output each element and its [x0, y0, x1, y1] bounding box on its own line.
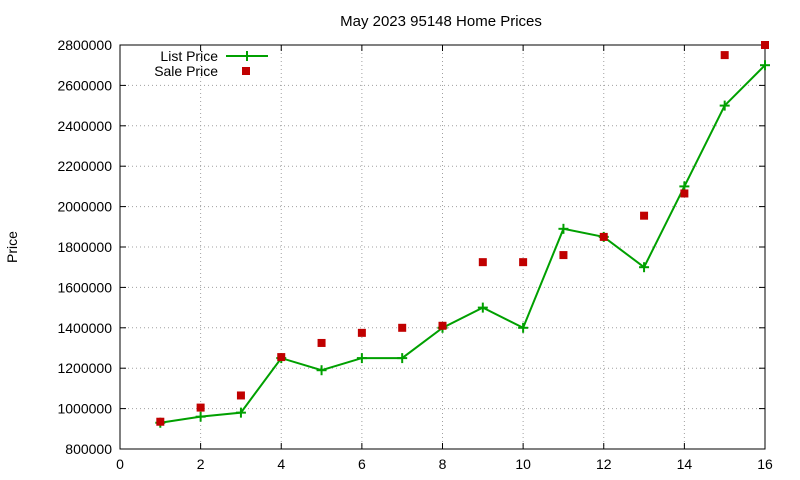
- x-tick-label: 16: [757, 456, 773, 472]
- sale-price-point: [559, 251, 568, 260]
- x-tick-label: 2: [197, 456, 205, 472]
- grid: [120, 45, 765, 449]
- legend-sale-price-marker: [242, 67, 250, 75]
- legend-sale-price-label: Sale Price: [154, 63, 218, 79]
- list-price-point: [195, 411, 206, 422]
- list-price-point: [518, 322, 529, 333]
- sale-price-point: [196, 403, 205, 412]
- y-tick-label: 1800000: [57, 239, 112, 255]
- list-price-point: [356, 353, 367, 364]
- sale-price-point: [156, 417, 165, 426]
- sale-price-point: [357, 328, 366, 337]
- legend-list-price-marker: [242, 51, 252, 61]
- list-price-point: [477, 302, 488, 313]
- list-price-point: [316, 365, 327, 376]
- x-tick-label: 0: [116, 456, 124, 472]
- y-tick-label: 1400000: [57, 320, 112, 336]
- sale-price-point: [599, 232, 608, 241]
- legend-list-price-label: List Price: [160, 48, 218, 64]
- x-tick-label: 6: [358, 456, 366, 472]
- list-price-point: [558, 223, 569, 234]
- y-tick-label: 1200000: [57, 360, 112, 376]
- list-price-point: [235, 407, 246, 418]
- sale-price-point: [277, 353, 286, 362]
- list-price-point: [760, 60, 770, 71]
- y-tick-label: 2000000: [57, 199, 112, 215]
- y-axis-label: Price: [4, 231, 20, 263]
- list-price-line: [160, 64, 766, 424]
- sale-price-point: [236, 391, 245, 400]
- chart-title: May 2023 95148 Home Prices: [340, 13, 542, 30]
- y-tick-label: 1000000: [57, 401, 112, 417]
- list-price-point: [397, 353, 408, 364]
- axis-ticks: 0 2 4 6 8 10 12 14 16 800000 1000000 1200000 1400000…: [57, 37, 773, 472]
- x-tick-label: 8: [439, 456, 447, 472]
- y-tick-label: 1600000: [57, 279, 112, 295]
- sale-price-point: [478, 258, 487, 267]
- list-price-point: [719, 100, 730, 111]
- sale-price-point: [720, 51, 729, 60]
- sale-price-point: [398, 323, 407, 332]
- sale-price-point: [680, 189, 689, 198]
- x-tick-label: 14: [677, 456, 693, 472]
- sale-price-point: [640, 211, 649, 220]
- legend: List Price Sale Price: [154, 48, 268, 79]
- x-tick-label: 10: [515, 456, 531, 472]
- y-tick-label: 2800000: [57, 37, 112, 53]
- sale-price-point: [761, 41, 769, 49]
- y-tick-label: 2600000: [57, 77, 112, 93]
- x-tick-label: 4: [277, 456, 285, 472]
- sale-price-point: [438, 321, 447, 330]
- y-tick-label: 2200000: [57, 158, 112, 174]
- list-price-point: [639, 262, 650, 273]
- sale-price-point: [317, 338, 326, 347]
- x-tick-label: 12: [596, 456, 612, 472]
- sale-price-point: [519, 258, 528, 267]
- series-layer: [155, 41, 770, 428]
- y-tick-label: 800000: [65, 441, 112, 457]
- y-tick-label: 2400000: [57, 118, 112, 134]
